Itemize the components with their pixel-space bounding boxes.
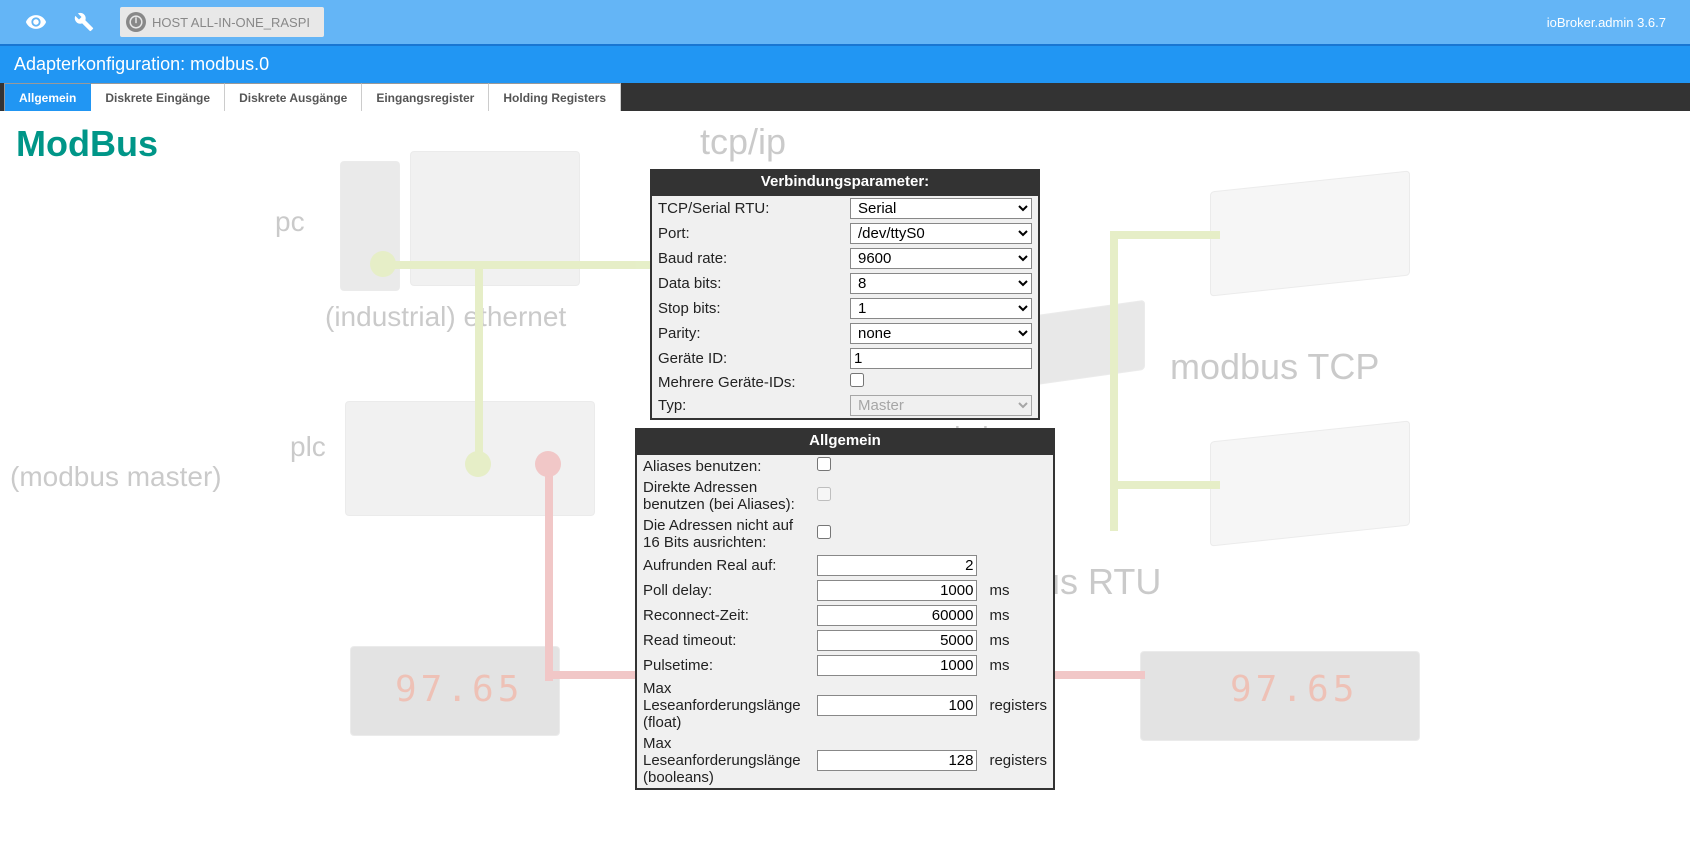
conn-type-label: TCP/Serial RTU: (651, 195, 844, 221)
conn-multi-checkbox[interactable] (850, 373, 864, 387)
gen-maxbool-unit: registers (983, 733, 1054, 789)
gen-pulsetime-unit: ms (983, 653, 1054, 678)
gen-direct-checkbox[interactable] (817, 487, 831, 501)
tab-holding-registers[interactable]: Holding Registers (489, 83, 621, 111)
conn-port-label: Port: (651, 221, 844, 246)
gen-pulsetime-input[interactable] (817, 655, 977, 676)
page-title: ModBus (0, 111, 1690, 169)
gen-aliases-checkbox[interactable] (817, 457, 831, 471)
gen-maxfloat-label: Max Leseanforderungslänge (float) (636, 678, 811, 733)
gen-reconnect-unit: ms (983, 603, 1054, 628)
gen-maxfloat-input[interactable] (817, 695, 977, 716)
gen-readtimeout-unit: ms (983, 628, 1054, 653)
gen-poll-unit: ms (983, 578, 1054, 603)
gen-reconnect-label: Reconnect-Zeit: (636, 603, 811, 628)
conn-baud-select[interactable]: 9600 (850, 248, 1032, 269)
gen-aliases-label: Aliases benutzen: (636, 454, 811, 477)
conn-typ-select: Master (850, 395, 1032, 416)
gen-readtimeout-label: Read timeout: (636, 628, 811, 653)
tab-eingangsregister[interactable]: Eingangsregister (362, 83, 489, 111)
config-header: Adapterkonfiguration: modbus.0 (0, 44, 1690, 83)
top-bar: HOST ALL-IN-ONE_RASPI ioBroker.admin 3.6… (0, 0, 1690, 44)
conn-databits-select[interactable]: 8 (850, 273, 1032, 294)
host-label: HOST ALL-IN-ONE_RASPI (152, 15, 310, 30)
host-icon (126, 12, 146, 32)
gen-reconnect-input[interactable] (817, 605, 977, 626)
tab-allgemein[interactable]: Allgemein (4, 83, 91, 111)
gen-noalign-checkbox[interactable] (817, 525, 831, 539)
conn-typ-label: Typ: (651, 393, 844, 419)
gen-poll-label: Poll delay: (636, 578, 811, 603)
gen-noalign-label: Die Adressen nicht auf 16 Bits ausrichte… (636, 515, 811, 553)
gen-round-label: Aufrunden Real auf: (636, 553, 811, 578)
gen-poll-input[interactable] (817, 580, 977, 601)
gen-readtimeout-input[interactable] (817, 630, 977, 651)
tab-diskrete-eingaenge[interactable]: Diskrete Eingänge (91, 83, 225, 111)
general-params-table: Allgemein Aliases benutzen: Direkte Adre… (635, 428, 1055, 790)
wrench-icon[interactable] (60, 0, 108, 44)
gen-maxbool-input[interactable] (817, 750, 977, 771)
visibility-icon[interactable] (12, 0, 60, 44)
conn-baud-label: Baud rate: (651, 246, 844, 271)
conn-type-select[interactable]: Serial (850, 198, 1032, 219)
conn-multi-label: Mehrere Geräte-IDs: (651, 371, 844, 393)
connection-params-table: Verbindungsparameter: TCP/Serial RTU: Se… (650, 169, 1040, 420)
gen-round-input[interactable] (817, 555, 977, 576)
conn-parity-label: Parity: (651, 321, 844, 346)
conn-parity-select[interactable]: none (850, 323, 1032, 344)
conn-port-select[interactable]: /dev/ttyS0 (850, 223, 1032, 244)
conn-stopbits-label: Stop bits: (651, 296, 844, 321)
gen-direct-label: Direkte Adressen benutzen (bei Aliases): (636, 477, 811, 515)
conn-deviceid-input[interactable] (850, 348, 1032, 369)
gen-round-unit (983, 553, 1054, 578)
gen-maxbool-label: Max Leseanforderungslänge (booleans) (636, 733, 811, 789)
tab-bar: Allgemein Diskrete Eingänge Diskrete Aus… (0, 83, 1690, 111)
host-selector[interactable]: HOST ALL-IN-ONE_RASPI (120, 7, 324, 37)
gen-pulsetime-label: Pulsetime: (636, 653, 811, 678)
conn-caption: Verbindungsparameter: (650, 169, 1040, 194)
conn-databits-label: Data bits: (651, 271, 844, 296)
tab-diskrete-ausgaenge[interactable]: Diskrete Ausgänge (225, 83, 362, 111)
version-text: ioBroker.admin 3.6.7 (1547, 15, 1678, 30)
conn-deviceid-label: Geräte ID: (651, 346, 844, 371)
gen-maxfloat-unit: registers (983, 678, 1054, 733)
content-area: tcp/ip pc (industrial) ethernet plc (mod… (0, 111, 1690, 831)
conn-stopbits-select[interactable]: 1 (850, 298, 1032, 319)
general-caption: Allgemein (635, 428, 1055, 453)
